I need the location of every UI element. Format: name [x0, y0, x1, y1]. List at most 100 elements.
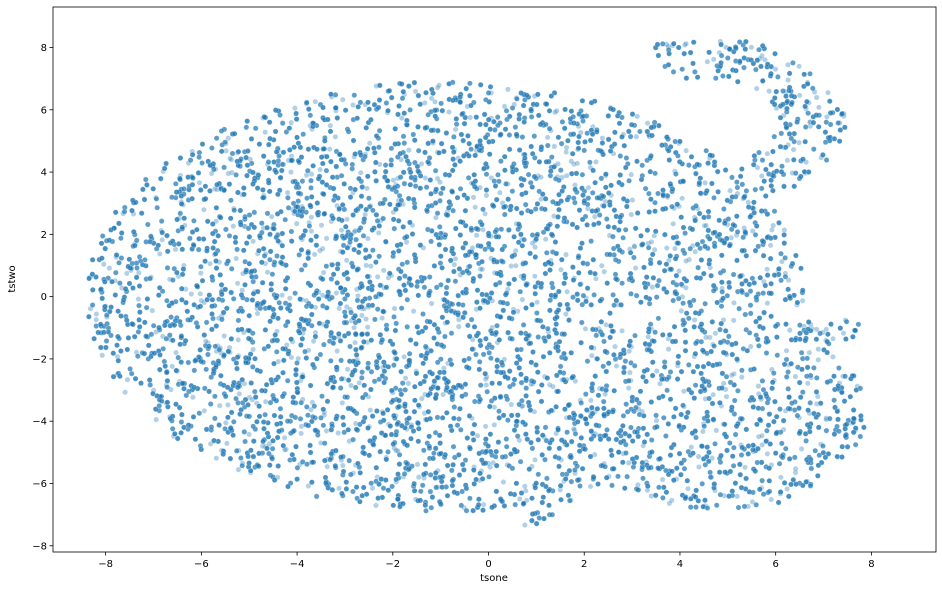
data-point	[225, 402, 231, 408]
data-point	[587, 483, 594, 490]
data-point	[299, 296, 305, 303]
data-point	[482, 423, 489, 430]
data-point	[764, 266, 770, 273]
data-point	[327, 122, 334, 129]
data-point	[247, 469, 254, 476]
data-point	[321, 153, 327, 159]
data-point	[723, 393, 730, 400]
data-point	[755, 383, 762, 389]
data-point	[223, 420, 229, 426]
data-point	[160, 168, 166, 175]
data-point	[635, 406, 642, 412]
data-point	[519, 296, 526, 303]
data-point	[359, 305, 365, 312]
data-point	[483, 192, 490, 199]
data-point	[172, 246, 179, 253]
data-point	[101, 261, 107, 268]
data-point	[286, 295, 293, 302]
data-point	[593, 355, 600, 362]
data-point	[381, 284, 387, 291]
data-point	[283, 446, 289, 453]
data-point	[241, 223, 247, 230]
data-point	[541, 434, 547, 440]
data-point	[469, 336, 476, 343]
data-point	[430, 140, 436, 146]
data-point	[491, 422, 498, 428]
data-point	[798, 446, 805, 452]
data-point	[589, 429, 595, 436]
data-point	[373, 83, 380, 89]
data-point	[691, 353, 698, 360]
data-point	[352, 420, 359, 427]
data-point	[434, 175, 441, 182]
data-point	[762, 57, 768, 63]
data-point	[293, 220, 300, 227]
data-point	[365, 393, 372, 400]
data-point	[307, 122, 314, 129]
data-point	[815, 346, 822, 352]
data-point	[724, 221, 731, 228]
data-point	[679, 195, 686, 202]
data-point	[390, 177, 397, 183]
data-point	[309, 126, 315, 132]
data-point	[676, 268, 682, 274]
data-point	[201, 299, 207, 306]
data-point	[395, 175, 401, 182]
data-point	[508, 401, 515, 408]
data-point	[205, 339, 211, 346]
data-point	[469, 244, 476, 251]
data-point	[767, 242, 774, 249]
data-point	[582, 325, 589, 332]
data-point	[683, 40, 689, 47]
data-point	[403, 426, 410, 433]
data-point	[852, 427, 859, 434]
data-point	[796, 139, 802, 146]
data-point	[87, 273, 94, 280]
data-point	[421, 475, 427, 481]
data-point	[343, 257, 350, 264]
data-point	[239, 191, 245, 198]
data-point	[135, 296, 142, 302]
data-point	[262, 398, 269, 405]
data-point	[455, 323, 462, 330]
data-point	[568, 158, 575, 164]
data-point	[283, 342, 290, 348]
data-point	[114, 353, 121, 360]
data-point	[640, 442, 647, 449]
data-point	[716, 49, 723, 56]
data-point	[769, 366, 775, 373]
data-point	[339, 462, 346, 469]
data-point	[731, 299, 737, 306]
data-point	[334, 202, 340, 209]
data-point	[318, 222, 325, 228]
data-point	[627, 369, 633, 376]
data-point	[352, 339, 358, 346]
data-point	[264, 269, 271, 276]
data-point	[175, 273, 182, 280]
data-point	[825, 89, 831, 96]
data-point	[150, 387, 157, 394]
data-point	[336, 485, 342, 492]
data-point	[403, 121, 410, 128]
data-point	[201, 407, 208, 414]
data-point	[469, 415, 475, 422]
data-point	[488, 115, 495, 121]
data-point	[159, 333, 166, 340]
data-point	[218, 313, 225, 319]
data-point	[363, 316, 369, 322]
data-point	[563, 144, 570, 151]
data-point	[488, 90, 495, 96]
data-point	[319, 292, 326, 299]
data-point	[235, 337, 241, 343]
data-point	[653, 417, 660, 424]
data-point	[563, 311, 569, 317]
data-point	[299, 372, 306, 378]
data-point	[366, 140, 373, 146]
data-point	[764, 150, 771, 157]
data-point	[534, 299, 540, 306]
data-point	[785, 142, 791, 148]
data-point	[645, 240, 652, 247]
data-point	[606, 232, 613, 239]
data-point	[804, 478, 811, 485]
data-point	[799, 297, 806, 304]
